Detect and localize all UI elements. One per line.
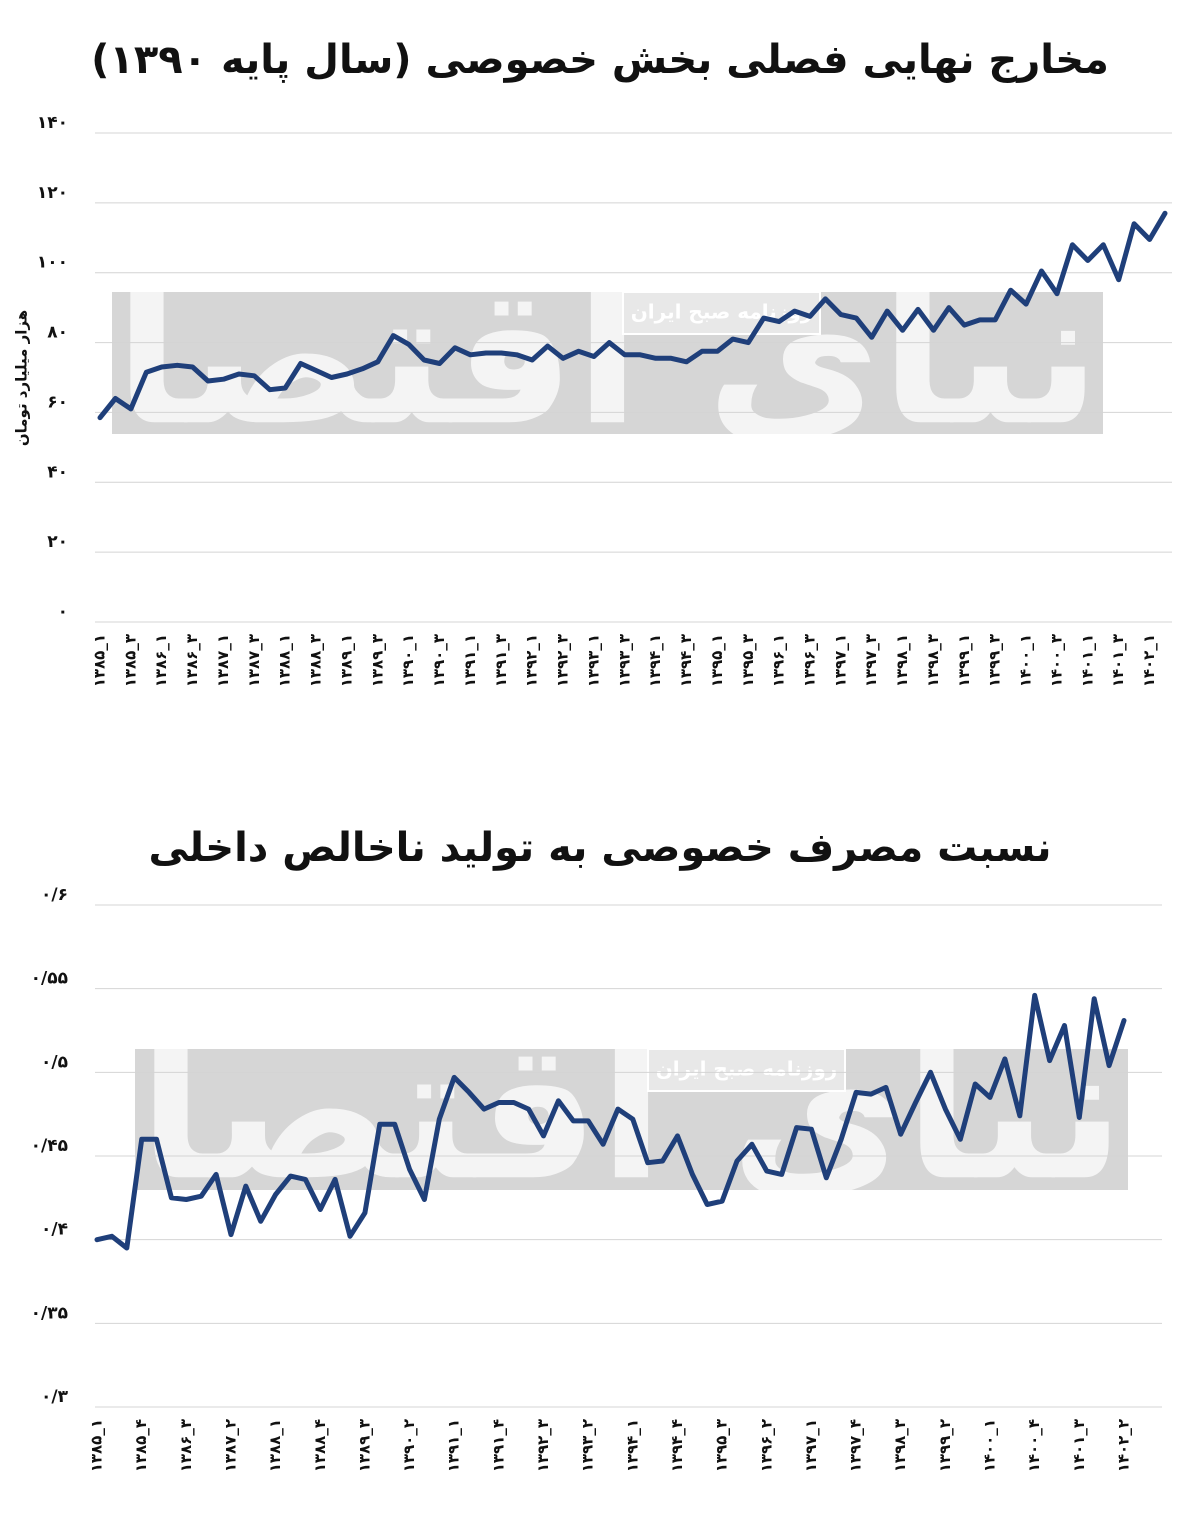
- y-tick-label: ۱۲۰: [37, 183, 68, 203]
- y-tick-label: ۰/۳۵: [31, 1303, 68, 1323]
- x-tick-label: ۱۳۹۷_۱: [802, 1419, 820, 1472]
- x-tick-label: ۱۴۰۱_۳: [1109, 634, 1127, 687]
- x-tick-label: ۱۳۹۵_۱: [708, 634, 726, 687]
- y-tick-label: ۰: [58, 602, 68, 622]
- x-tick-label: ۱۳۸۶_۱: [152, 634, 170, 687]
- x-tick-label: ۱۳۹۱_۱: [461, 634, 479, 687]
- x-tick-label: ۱۳۹۸_۳: [891, 1419, 909, 1472]
- x-tick-label: ۱۳۸۸_۱: [266, 1419, 284, 1472]
- y-tick-label: ۶۰: [47, 392, 68, 412]
- x-tick-label: ۱۳۸۷_۲: [222, 1419, 240, 1472]
- y-tick-label: ۰/۵: [41, 1052, 68, 1072]
- y-tick-label: ۰/۶: [41, 885, 68, 905]
- x-tick-label: ۱۳۹۱_۱: [445, 1419, 463, 1472]
- x-tick-label: ۱۳۸۸_۱: [276, 634, 294, 687]
- x-tick-label: ۱۳۸۹_۳: [368, 634, 386, 687]
- logo-watermark: دنیای اقتصاد: [17, 246, 1198, 467]
- x-tick-label: ۱۳۹۴_۱: [646, 634, 664, 687]
- x-tick-label: ۱۳۹۷_۳: [862, 634, 880, 687]
- x-tick-label: ۱۳۹۰_۳: [430, 634, 448, 687]
- y-tick-label: ۱۰۰: [37, 253, 68, 273]
- x-tick-label: ۱۳۸۶_۳: [183, 634, 201, 687]
- x-tick-label: ۱۳۹۳_۳: [615, 634, 633, 687]
- x-tick-label: ۱۴۰۲_۲: [1115, 1419, 1133, 1472]
- x-tick-label: ۱۳۹۷_۱: [831, 634, 849, 687]
- x-tick-label: ۱۴۰۰_۳: [1048, 634, 1066, 687]
- watermark-band: [112, 292, 1103, 434]
- x-tick-label: ۱۳۹۳_۱: [584, 634, 602, 687]
- x-tick-label: ۱۳۹۵_۳: [713, 1419, 731, 1472]
- x-tick-label: ۱۳۸۵_۴: [132, 1419, 150, 1472]
- x-tick-label: ۱۴۰۰_۱: [981, 1419, 999, 1472]
- y-tick-label: ۰/۵۵: [31, 969, 68, 989]
- y-tick-label: ۰/۴۵: [31, 1136, 68, 1156]
- x-tick-label: ۱۳۸۹_۳: [355, 1419, 373, 1472]
- x-tick-label: ۱۳۹۷_۴: [847, 1419, 865, 1472]
- x-tick-label: ۱۳۹۲_۳: [554, 634, 572, 687]
- x-tick-label: ۱۳۸۷_۱: [214, 634, 232, 687]
- chart-title: مخارج نهایی فصلی بخش خصوصی (سال پایه ۱۳۹…: [91, 37, 1109, 83]
- y-tick-label: ۰/۳: [41, 1387, 69, 1407]
- x-tick-label: ۱۳۸۷_۳: [245, 634, 263, 687]
- x-tick-label: ۱۳۹۱_۳: [492, 634, 510, 687]
- x-tick-label: ۱۴۰۱_۳: [1070, 1419, 1088, 1472]
- chart-title: نسبت مصرف خصوصی به تولید ناخالص داخلی: [148, 825, 1051, 871]
- x-tick-label: ۱۳۹۲_۱: [523, 634, 541, 687]
- x-tick-label: ۱۳۸۵_۳: [121, 634, 139, 687]
- x-tick-label: ۱۳۹۵_۳: [739, 634, 757, 687]
- x-tick-label: ۱۳۹۶_۳: [801, 634, 819, 687]
- x-tick-label: ۱۴۰۱_۱: [1078, 634, 1096, 687]
- watermark-text: روزنامه صبح ایران: [656, 1057, 838, 1081]
- watermark-box: [647, 1048, 846, 1092]
- x-tick-label: ۱۳۹۰_۱: [399, 634, 417, 687]
- x-tick-label: ۱۴۰۰_۴: [1025, 1419, 1043, 1472]
- x-tick-label: ۱۳۹۸_۱: [893, 634, 911, 687]
- x-tick-label: ۱۳۸۹_۱: [338, 634, 356, 687]
- x-tick-label: ۱۳۸۸_۴: [311, 1419, 329, 1472]
- data-line: [94, 992, 1127, 1251]
- x-tick-label: ۱۳۹۳_۲: [579, 1419, 597, 1472]
- x-tick-label: ۱۳۸۸_۳: [307, 634, 325, 687]
- x-tick-label: ۱۳۹۹_۲: [936, 1419, 954, 1472]
- x-tick-label: ۱۳۸۵_۱: [91, 634, 109, 687]
- x-tick-label: ۱۳۹۹_۳: [986, 634, 1004, 687]
- y-tick-label: ۴۰: [47, 462, 68, 482]
- data-line: [97, 210, 1168, 421]
- x-tick-label: ۱۳۹۰_۲: [400, 1419, 418, 1472]
- x-tick-label: ۱۴۰۰_۱: [1017, 634, 1035, 687]
- x-tick-label: ۱۳۹۴_۳: [677, 634, 695, 687]
- x-tick-label: ۱۳۹۹_۱: [955, 634, 973, 687]
- x-tick-label: ۱۳۹۱_۴: [489, 1419, 507, 1472]
- x-tick-label: ۱۳۸۵_۱: [88, 1419, 106, 1472]
- x-tick-label: ۱۳۹۲_۳: [534, 1419, 552, 1472]
- x-tick-label: ۱۴۰۲_۱: [1140, 634, 1158, 687]
- y-tick-label: ۰/۴: [41, 1220, 68, 1240]
- x-tick-label: ۱۳۸۶_۳: [177, 1419, 195, 1472]
- y-tick-label: ۸۰: [47, 323, 68, 343]
- y-axis-title: هزار میلیارد تومان: [13, 310, 31, 446]
- y-tick-label: ۱۴۰: [37, 113, 68, 133]
- x-tick-label: ۱۳۹۴_۴: [668, 1419, 686, 1472]
- x-tick-label: ۱۳۹۶_۱: [770, 634, 788, 687]
- x-tick-label: ۱۳۹۸_۳: [924, 634, 942, 687]
- y-tick-label: ۲۰: [47, 532, 68, 552]
- x-tick-label: ۱۳۹۶_۲: [757, 1419, 775, 1472]
- x-tick-label: ۱۳۹۴_۱: [623, 1419, 641, 1472]
- watermark-box: [622, 291, 821, 335]
